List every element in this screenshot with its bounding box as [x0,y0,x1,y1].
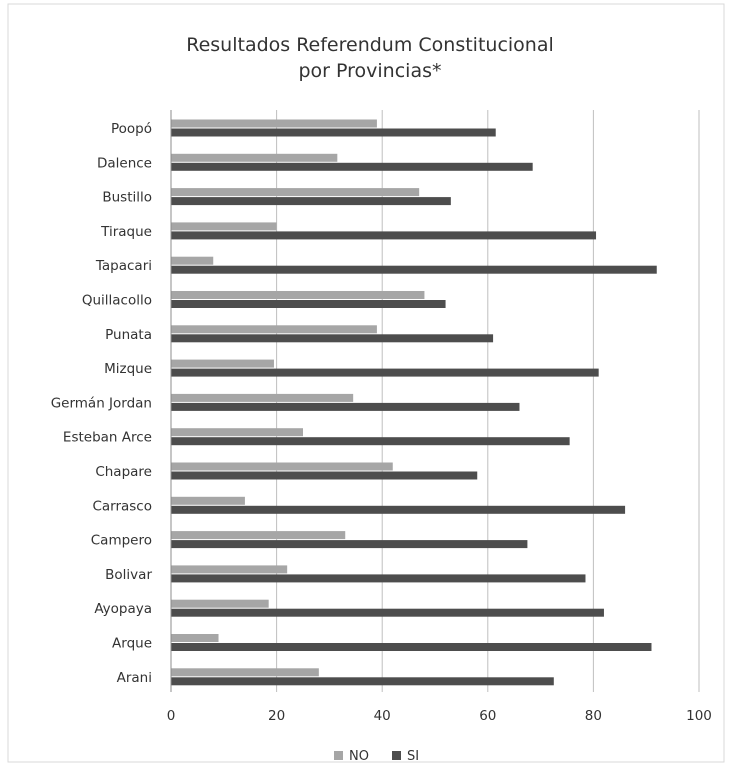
bar-no [171,634,219,642]
x-tick-label: 40 [374,708,391,724]
bar-si [171,608,604,617]
bar-no [171,496,245,505]
legend-label-no: NO [349,749,369,764]
x-tick-label: 0 [167,708,176,724]
legend-swatch-si [392,751,401,760]
bar-si [171,368,599,377]
bar-no [171,531,346,540]
bar-no [171,325,377,334]
bar-no [171,462,393,471]
bar-si [171,540,528,549]
bar-si [171,162,533,171]
x-tick-label: 100 [686,708,712,724]
category-label: Arque [112,636,152,652]
category-label: Carrasco [92,498,152,514]
chart-title-line-1: Resultados Referendum Constitucional [186,34,554,56]
bar-no [171,222,277,231]
bar-si [171,574,586,583]
bar-si [171,300,446,308]
bar-si [171,334,494,343]
category-label: Chapare [95,464,152,480]
x-tick-label: 60 [479,708,496,724]
bar-no [171,119,377,128]
bar-si [171,265,657,274]
x-tick-labels: 0 20 40 60 80 100 [167,708,712,724]
category-label: Esteban Arce [63,430,152,446]
category-label: Ayopaya [94,601,152,617]
category-label: Arani [117,670,152,686]
bar-no [171,291,425,299]
category-label: Germán Jordan [51,395,152,411]
x-tick-label: 20 [268,708,285,724]
chart-border [7,3,725,763]
bar-si [171,437,570,446]
bar-no [171,393,354,402]
category-label: Campero [91,533,152,549]
legend-label-si: SI [407,749,419,764]
category-label: Tapacari [95,258,152,274]
bar-no [171,188,420,197]
bar-no [171,668,319,677]
category-label: Quillacollo [82,293,152,309]
bar-si [171,505,626,514]
bar-no [171,256,214,265]
bar-si [171,402,520,411]
gridlines [276,110,700,692]
category-label: Bustillo [102,190,152,206]
category-label: Tiraque [100,224,152,240]
category-label: Punata [105,327,152,343]
bar-si [171,231,597,240]
bar-si [171,643,652,651]
bar-no [171,565,288,574]
bar-si [171,128,496,137]
legend-swatch-no [334,751,343,760]
legend: NO SI [334,749,419,764]
bar-no [171,599,269,608]
bar-si [171,677,554,686]
bar-no [171,428,303,437]
bar-si [171,197,451,206]
category-labels: Poopó Dalence Bustillo Tiraque Tapacari Quill… [51,121,153,686]
category-label: Mizque [104,361,152,377]
bar-no [171,359,274,368]
bars [171,119,657,686]
category-label: Dalence [97,155,152,171]
bar-no [171,153,338,162]
category-label: Bolivar [105,567,152,583]
chart-title-line-2: por Provincias* [298,60,441,82]
x-tick-label: 80 [585,708,602,724]
category-label: Poopó [111,121,152,137]
bar-si [171,471,478,480]
